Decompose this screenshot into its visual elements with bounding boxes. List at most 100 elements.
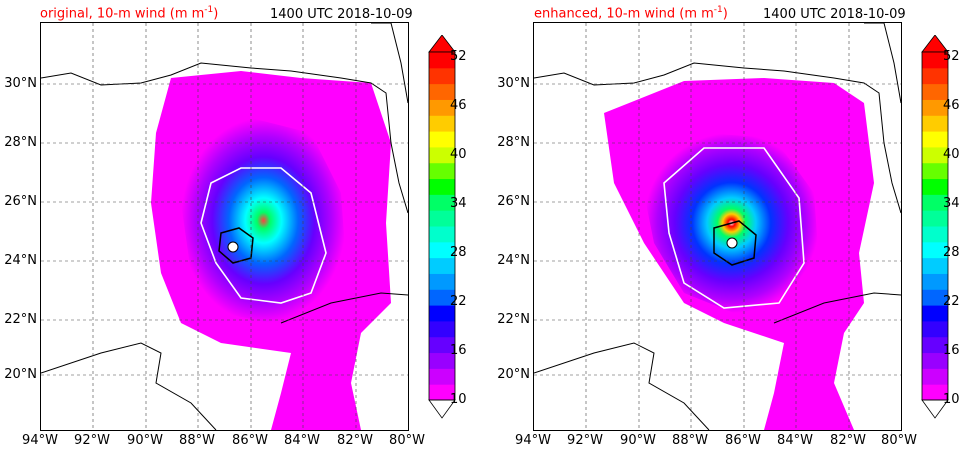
lon-label: 84°W bbox=[284, 433, 320, 448]
colorbar-label: 28 bbox=[450, 245, 467, 260]
colorbar-band bbox=[922, 257, 948, 274]
wind-field-map bbox=[534, 23, 901, 430]
contour-white bbox=[663, 147, 805, 309]
colorbar-label: 34 bbox=[450, 196, 467, 211]
lon-label: 88°W bbox=[672, 433, 708, 448]
colorbar-label: 46 bbox=[450, 98, 467, 113]
colorbar-label: 52 bbox=[450, 49, 467, 64]
contour-black bbox=[713, 220, 757, 266]
colorbar-band bbox=[429, 273, 455, 290]
lon-label: 82°W bbox=[337, 433, 373, 448]
coastline-florida bbox=[371, 23, 408, 104]
lon-label: 94°W bbox=[515, 433, 551, 448]
colorbar-band bbox=[429, 384, 455, 401]
colorbar-band bbox=[922, 115, 948, 132]
colorbar-band bbox=[429, 226, 455, 243]
lat-label: 24°N bbox=[4, 253, 37, 268]
lat-label: 24°N bbox=[497, 253, 530, 268]
colorbar-band bbox=[429, 320, 455, 338]
gridlines bbox=[41, 23, 408, 430]
lat-label: 26°N bbox=[497, 194, 530, 209]
lat-label: 30°N bbox=[497, 76, 530, 91]
colorbar bbox=[428, 35, 456, 419]
coastline-cuba bbox=[280, 292, 408, 324]
lat-label: 28°N bbox=[4, 135, 37, 150]
colorbar-band bbox=[429, 336, 455, 354]
panel-timestamp: 1400 UTC 2018-10-09 bbox=[270, 7, 413, 22]
coastline-us bbox=[534, 62, 901, 214]
coastline-florida bbox=[864, 23, 901, 104]
colorbar-band bbox=[922, 131, 948, 148]
lat-label: 20°N bbox=[4, 367, 37, 382]
colorbar-label: 40 bbox=[943, 147, 960, 162]
map-original bbox=[40, 22, 409, 431]
colorbar-band bbox=[429, 241, 455, 259]
lon-label: 92°W bbox=[567, 433, 603, 448]
colorbar-band bbox=[922, 210, 948, 227]
colorbar-label: 46 bbox=[943, 98, 960, 113]
colorbar-band bbox=[429, 257, 455, 274]
colorbar-band bbox=[922, 368, 948, 385]
colorbar-band bbox=[429, 131, 455, 148]
colorbar-band bbox=[922, 241, 948, 259]
colorbar-label: 22 bbox=[450, 294, 467, 309]
colorbar-band bbox=[922, 162, 948, 180]
panel-title-left: original, 10-m wind (m m-1) bbox=[40, 5, 219, 22]
colorbar-band bbox=[922, 305, 948, 322]
contour-white bbox=[200, 167, 327, 304]
colorbar-band bbox=[922, 178, 948, 195]
coastline-us bbox=[41, 62, 408, 214]
lon-label: 94°W bbox=[22, 433, 58, 448]
coastline-mexico bbox=[41, 342, 217, 430]
map-enhanced bbox=[533, 22, 902, 431]
lon-label: 82°W bbox=[830, 433, 866, 448]
colorbar-band bbox=[429, 368, 455, 385]
storm-eye bbox=[726, 237, 738, 249]
colorbar-band bbox=[429, 52, 455, 69]
lon-label: 88°W bbox=[179, 433, 215, 448]
colorbar-band bbox=[922, 320, 948, 338]
coastline-mexico bbox=[534, 342, 710, 430]
colorbar-band bbox=[429, 305, 455, 322]
lat-label: 22°N bbox=[497, 312, 530, 327]
colorbar-band bbox=[922, 146, 948, 164]
colorbar-band bbox=[429, 194, 455, 211]
colorbar bbox=[921, 35, 949, 419]
panel-timestamp: 1400 UTC 2018-10-09 bbox=[763, 7, 906, 22]
colorbar-band bbox=[429, 352, 455, 369]
colorbar-band bbox=[429, 115, 455, 132]
colorbar-label: 52 bbox=[943, 49, 960, 64]
colorbar-band bbox=[429, 146, 455, 164]
gridlines bbox=[534, 23, 901, 430]
colorbar-band bbox=[429, 289, 455, 306]
colorbar-band bbox=[922, 67, 948, 85]
colorbar-label: 40 bbox=[450, 147, 467, 162]
colorbar-band bbox=[922, 336, 948, 354]
colorbar-band bbox=[922, 289, 948, 306]
lat-label: 28°N bbox=[497, 135, 530, 150]
colorbar-band bbox=[429, 67, 455, 85]
colorbar-label: 28 bbox=[943, 245, 960, 260]
colorbar-band bbox=[429, 83, 455, 100]
colorbar-band bbox=[922, 52, 948, 69]
storm-eye bbox=[227, 241, 239, 253]
lon-label: 92°W bbox=[74, 433, 110, 448]
colorbar-band bbox=[922, 384, 948, 401]
colorbar-label: 10 bbox=[943, 392, 960, 407]
colorbar-label: 10 bbox=[450, 392, 467, 407]
lat-label: 26°N bbox=[4, 194, 37, 209]
panel-title-left: enhanced, 10-m wind (m m-1) bbox=[534, 5, 728, 22]
colorbar-label: 34 bbox=[943, 196, 960, 211]
lon-label: 90°W bbox=[620, 433, 656, 448]
lon-label: 84°W bbox=[777, 433, 813, 448]
wind-field-map bbox=[41, 23, 408, 430]
lat-label: 20°N bbox=[497, 367, 530, 382]
colorbar-band bbox=[922, 226, 948, 243]
lon-label: 86°W bbox=[725, 433, 761, 448]
lat-label: 22°N bbox=[4, 312, 37, 327]
colorbar-band bbox=[429, 162, 455, 180]
lon-label: 86°W bbox=[232, 433, 268, 448]
lat-label: 30°N bbox=[4, 76, 37, 91]
colorbar-band bbox=[429, 99, 455, 116]
colorbar-band bbox=[429, 178, 455, 195]
